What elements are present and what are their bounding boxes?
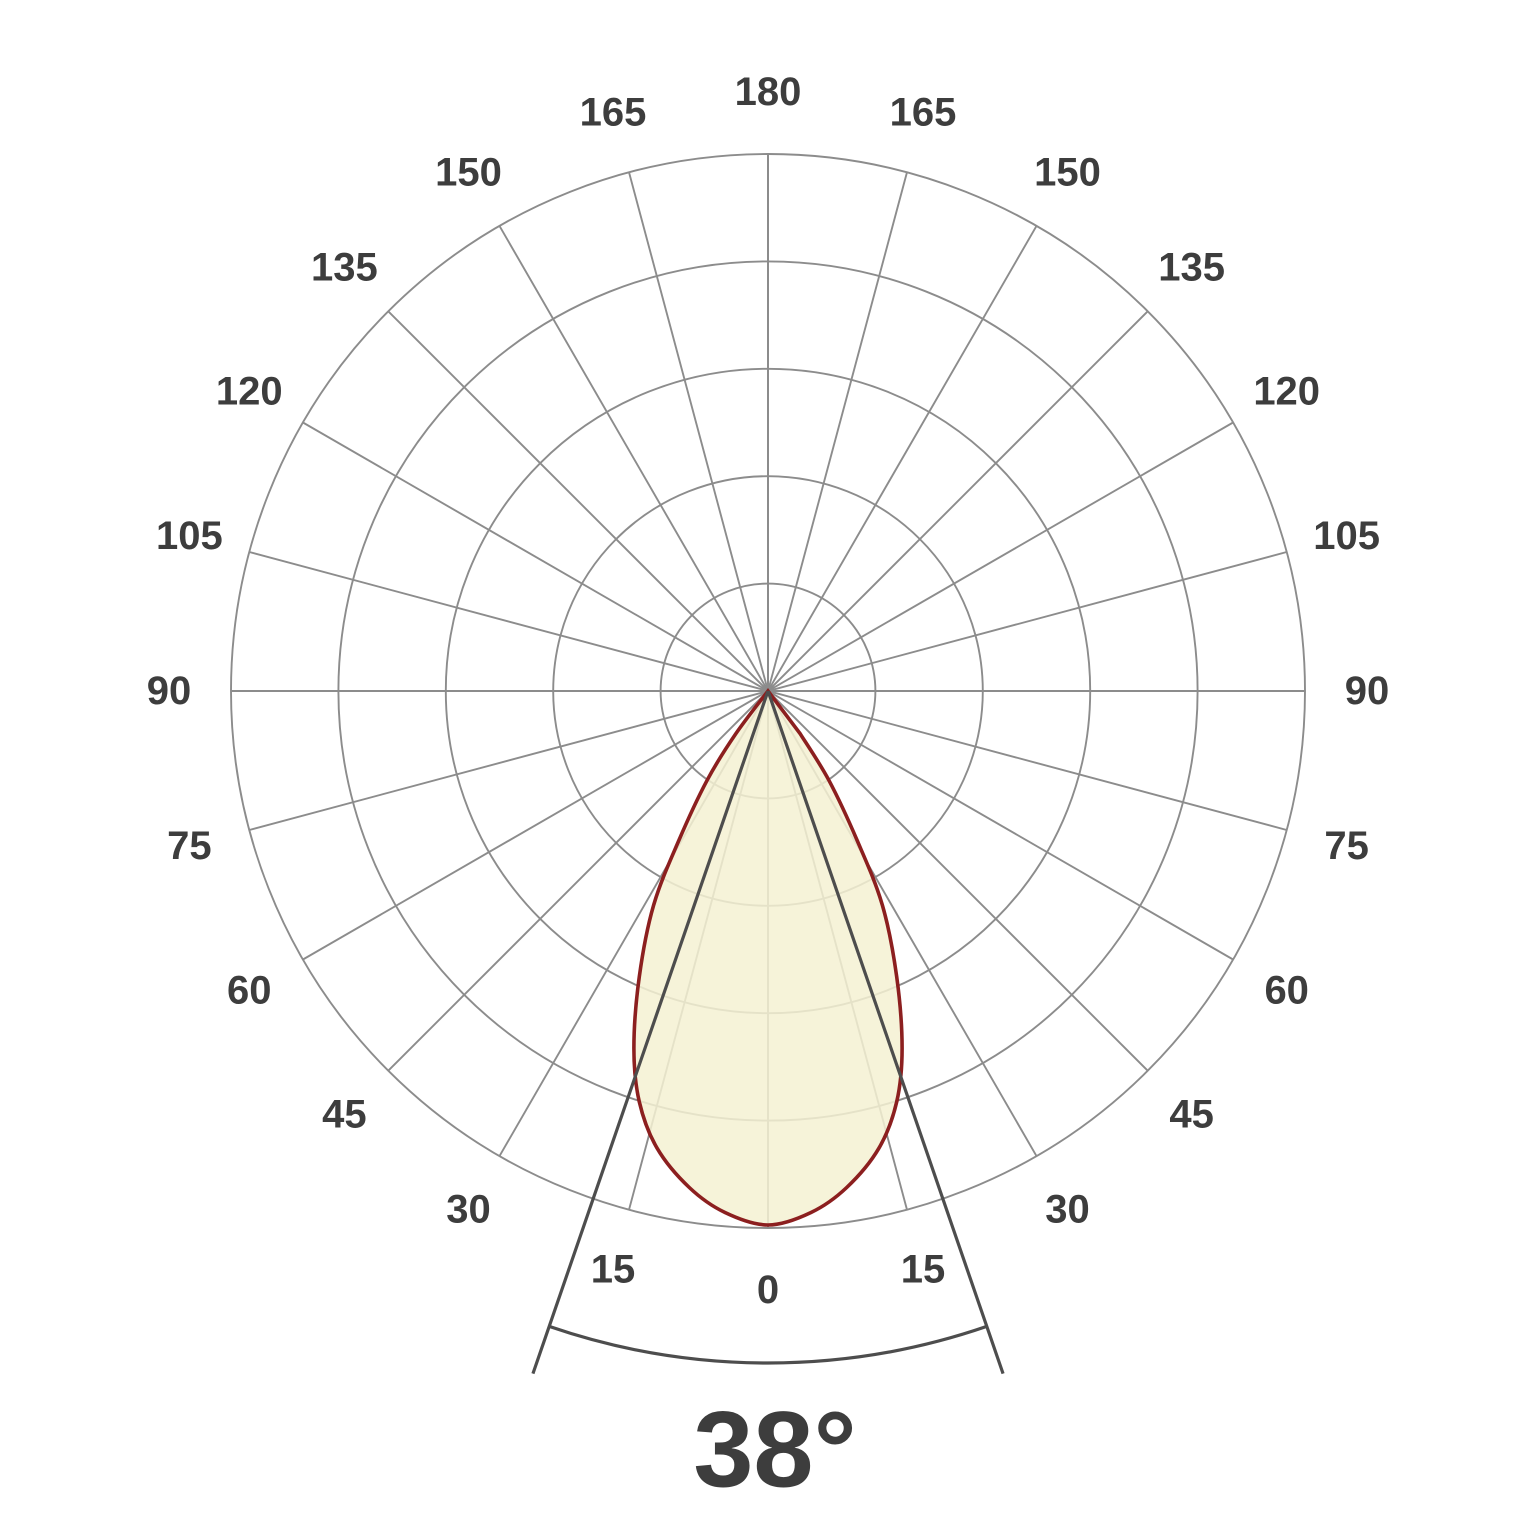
svg-text:165: 165	[890, 90, 957, 134]
svg-text:60: 60	[227, 969, 272, 1013]
svg-text:135: 135	[311, 245, 378, 289]
svg-text:135: 135	[1158, 245, 1225, 289]
svg-text:75: 75	[167, 824, 212, 868]
svg-text:15: 15	[901, 1248, 946, 1292]
svg-text:120: 120	[1253, 370, 1320, 414]
svg-text:38°: 38°	[693, 1389, 856, 1510]
svg-text:105: 105	[156, 514, 223, 558]
svg-text:30: 30	[1045, 1188, 1090, 1232]
svg-text:150: 150	[435, 150, 502, 194]
svg-text:0: 0	[757, 1268, 779, 1312]
svg-text:180: 180	[735, 70, 802, 114]
svg-text:90: 90	[1345, 669, 1390, 713]
svg-text:60: 60	[1264, 969, 1309, 1013]
svg-text:75: 75	[1324, 824, 1369, 868]
svg-text:30: 30	[446, 1188, 491, 1232]
svg-text:165: 165	[580, 90, 647, 134]
svg-text:45: 45	[322, 1093, 367, 1137]
svg-text:45: 45	[1169, 1093, 1214, 1137]
svg-text:150: 150	[1034, 150, 1101, 194]
svg-text:90: 90	[147, 669, 192, 713]
svg-text:120: 120	[216, 370, 283, 414]
svg-text:15: 15	[591, 1248, 636, 1292]
svg-text:105: 105	[1313, 514, 1380, 558]
